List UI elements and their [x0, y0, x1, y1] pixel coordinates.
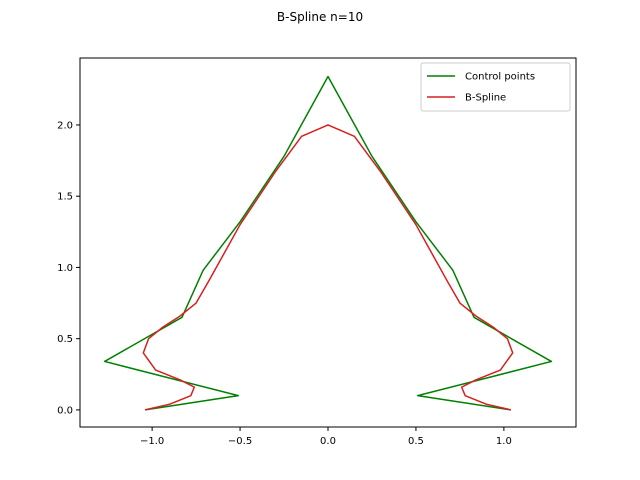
series-line-0 [103, 75, 553, 411]
series-line-1 [142, 124, 514, 411]
axis-ticks: −1.0 −0.5 0.0 0.5 1.0 0.0 0.5 1.0 1.5 2.0 [57, 120, 512, 447]
y-tick-label: 2.0 [57, 120, 73, 131]
y-tick-label: 0.0 [57, 405, 73, 416]
legend-label-1: B-Spline [465, 93, 506, 104]
x-tick-label: −0.5 [228, 436, 252, 447]
x-tick-label: 1.0 [496, 436, 512, 447]
x-tick-label: 0.0 [320, 436, 336, 447]
y-tick-label: 1.5 [57, 192, 73, 203]
legend: Control points B-Spline [420, 62, 571, 112]
legend-box [420, 62, 571, 112]
x-tick-label: 0.5 [408, 436, 424, 447]
chart-title: B-Spline n=10 [277, 10, 363, 24]
axes-frame [79, 57, 577, 428]
plot-area [103, 75, 553, 411]
y-tick-label: 0.5 [57, 334, 73, 345]
y-tick-label: 1.0 [57, 263, 73, 274]
legend-label-0: Control points [465, 72, 535, 83]
x-tick-label: −1.0 [140, 436, 164, 447]
